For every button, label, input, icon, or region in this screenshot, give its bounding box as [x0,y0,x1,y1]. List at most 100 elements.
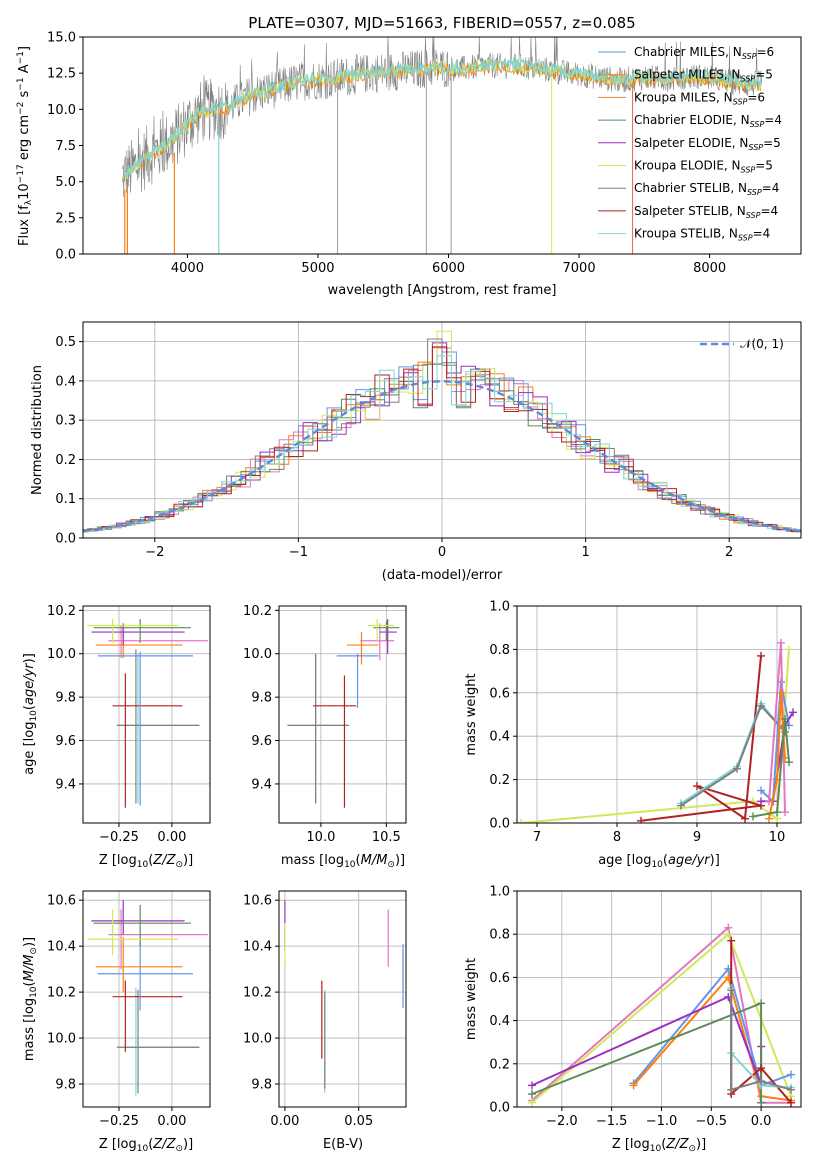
y-tick-label: 0.4 [489,730,510,745]
y-tick-label: 10.2 [243,604,272,619]
x-tick-label: 1 [581,545,589,560]
y-tick-label: 10.2 [47,986,76,1001]
mw-age-xlabel: age [log10​(age/yr)] [598,853,720,870]
spectrum-xlabel: wavelength [Angstrom, rest frame] [328,283,557,298]
x-tick-label: −1 [289,545,308,560]
mass-vs-metallicity-panel: −0.25 0.00 9.8 10.0 10.2 10.4 10.6 Z [log10​(Z/… [22,890,211,1154]
model-spectrum [121,56,762,182]
mass-weight-vs-age-panel: 7 8 9 10 0.0 0.2 0.4 0.6 0.8 1.0 mass weight age [l… [464,600,802,870]
plot-area [286,619,400,808]
residual-histogram-step [83,346,801,533]
x-tick-label: 0.0 [751,1114,772,1129]
plot-area [121,37,763,254]
spectrum-title: PLATE=0307, MJD=51663, FIBERID=0557, z=0… [248,14,635,32]
axes-frame [278,605,407,824]
x-tick-label: 4000 [171,261,204,276]
legend-label: Kroupa STELIB, NSSP=4 [634,227,770,243]
x-tick-label: 6000 [432,261,465,276]
x-tick-label: 9 [693,830,701,845]
y-tick-label: 1.0 [489,600,510,615]
mass-weight-line [730,990,792,1092]
y-tick-label: 0.8 [489,928,510,943]
mass-weight-vs-metallicity-panel: −2.0 −1.5 −1.0 −0.5 0.0 0.0 0.2 0.4 0.6 0.8 1.0 mas… [464,885,802,1154]
legend-label: Chabrier ELODIE, NSSP=4 [634,113,782,129]
legend-label: Kroupa ELODIE, NSSP=5 [634,159,773,175]
residual-histogram-step [83,338,801,532]
mass-ebv-xlabel: E(B-V) [323,1137,363,1152]
axes-frame [82,605,211,824]
x-tick-label: 7 [533,830,541,845]
y-tick-label: 10.0 [243,647,272,662]
x-tick-label: 7000 [563,261,596,276]
y-tick-label: 10.6 [47,894,76,909]
axes-frame [278,890,407,1108]
legend-label: Chabrier STELIB, NSSP=4 [634,181,779,197]
legend-label: Salpeter ELODIE, NSSP=5 [634,136,781,152]
y-tick-label: 9.8 [55,691,76,706]
plot-area [87,900,208,1096]
y-tick-label: 10.4 [243,940,272,955]
y-tick-label: 2.5 [55,211,76,226]
y-tick-label: 12.5 [47,67,76,82]
y-tick-label: 0.3 [55,414,76,429]
y-tick-label: 0.4 [55,374,76,389]
x-tick-label: −1.0 [646,1114,678,1129]
x-tick-label: 8000 [693,261,726,276]
residual-xlabel: (data-model)/error [382,568,503,583]
mass-z-ylabel: mass [log10​(M/M⊙​)] [22,937,39,1061]
x-tick-label: 10.5 [372,830,401,845]
y-tick-label: 0.2 [489,773,510,788]
axes-frame [516,890,802,1108]
spectrum-panel: 4000 5000 6000 7000 8000 0.0 2.5 5.0 7.5 10.0 12.5… [16,31,802,298]
y-tick-label: 0.6 [489,686,510,701]
plot-area [284,900,404,1094]
y-tick-label: 10.2 [243,986,272,1001]
y-tick-label: 0.0 [489,1101,510,1116]
y-tick-label: 9.4 [251,777,272,792]
x-tick-label: −2 [145,545,164,560]
plot-area [527,923,796,1107]
y-tick-label: 9.6 [251,734,272,749]
y-tick-label: 0.0 [55,248,76,263]
x-tick-label: 0.05 [344,1114,373,1129]
x-tick-label: −0.25 [99,830,139,845]
residual-histogram-panel: −2 −1 0 1 2 0.0 0.1 0.2 0.3 0.4 0.5 𝒩(0, 1) (data-mo… [30,321,802,583]
mass-weight-line [680,703,786,807]
mass-weight-line [531,925,791,1104]
x-tick-label: 5000 [301,261,334,276]
x-tick-label: 0.00 [157,1114,186,1129]
y-tick-label: 9.8 [251,691,272,706]
x-tick-label: 8 [613,830,621,845]
mass-weight-ylabel: mass weight [464,673,479,755]
y-tick-label: 1.0 [489,885,510,900]
y-tick-label: 10.0 [47,647,76,662]
y-tick-label: 10.0 [243,1032,272,1047]
x-tick-label: 2 [725,545,733,560]
mass-weight-ylabel: mass weight [464,958,479,1040]
age-vs-mass-panel: 10.0 10.5 9.4 9.6 9.8 10.0 10.2 mass [log10​(M/… [243,604,407,870]
y-tick-label: 10.4 [47,940,76,955]
plot-area [83,330,801,534]
mass-vs-ebv-panel: 0.00 0.05 9.8 10.0 10.2 10.4 10.6 E(B-V) [243,890,407,1152]
mass-weight-line [768,692,786,819]
mass-weight-line [760,681,790,804]
x-tick-label: 10 [769,830,786,845]
plot-area [517,638,797,823]
axes-frame [82,890,211,1108]
y-tick-label: 0.6 [489,971,510,986]
age-mass-xlabel: mass [log10​(M/M⊙​)] [281,853,405,870]
y-tick-label: 0.2 [55,453,76,468]
y-tick-label: 0.4 [489,1014,510,1029]
y-tick-label: 0.2 [489,1057,510,1072]
mass-weight-line [752,718,790,818]
x-tick-label: 0.00 [157,830,186,845]
normal-distribution-curve [83,380,801,533]
y-tick-label: 10.0 [47,1032,76,1047]
y-tick-label: 15.0 [47,31,76,46]
y-tick-label: 0.0 [55,532,76,547]
legend-label-gaussian: 𝒩(0, 1) [740,337,784,351]
y-tick-label: 10.6 [243,894,272,909]
y-tick-label: 0.1 [55,492,76,507]
y-tick-label: 10.2 [47,604,76,619]
